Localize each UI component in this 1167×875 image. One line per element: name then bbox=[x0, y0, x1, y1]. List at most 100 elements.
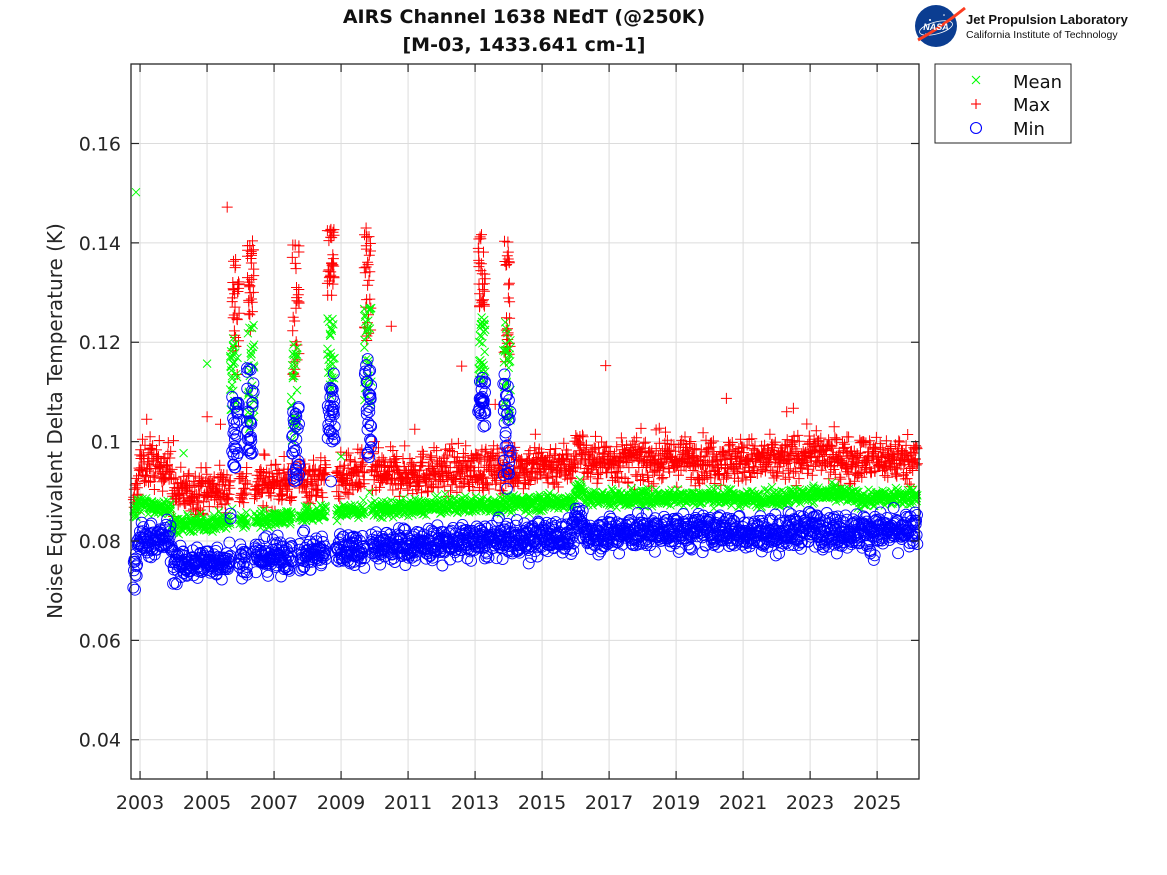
max-point bbox=[343, 488, 355, 500]
max-point bbox=[358, 467, 370, 479]
max-point bbox=[566, 473, 578, 485]
max-point bbox=[444, 443, 456, 455]
max-point bbox=[308, 454, 319, 466]
chart-title: AIRS Channel 1638 NEdT (@250K) bbox=[343, 6, 705, 28]
max-point bbox=[664, 466, 676, 478]
max-point bbox=[544, 444, 556, 455]
max-point bbox=[184, 485, 196, 497]
max-point bbox=[685, 436, 697, 447]
max-point bbox=[439, 480, 451, 492]
max-point bbox=[414, 464, 426, 476]
max-point bbox=[319, 469, 331, 480]
max-point bbox=[344, 454, 356, 466]
max-point bbox=[158, 474, 170, 486]
logo-subtitle: California Institute of Technology bbox=[966, 29, 1118, 41]
max-point bbox=[272, 465, 284, 476]
max-point bbox=[317, 491, 329, 503]
max-point bbox=[590, 430, 601, 442]
max-point bbox=[281, 485, 293, 497]
max-point bbox=[697, 427, 709, 439]
max-point bbox=[234, 473, 246, 484]
max-point bbox=[261, 466, 273, 478]
max-point bbox=[301, 491, 313, 503]
max-point bbox=[135, 462, 147, 474]
nasa-badge-text: NASA bbox=[923, 22, 949, 32]
max-point bbox=[275, 488, 287, 500]
max-point bbox=[358, 478, 370, 490]
max-point bbox=[660, 426, 671, 438]
max-point bbox=[459, 451, 471, 463]
max-point bbox=[170, 472, 182, 484]
max-point bbox=[571, 432, 583, 444]
max-point bbox=[213, 480, 225, 492]
max-point bbox=[157, 485, 169, 497]
max-point bbox=[550, 443, 562, 455]
max-point bbox=[214, 459, 226, 471]
max-point bbox=[450, 475, 462, 487]
max-point bbox=[636, 468, 648, 480]
grid-lines bbox=[131, 64, 919, 779]
max-point bbox=[623, 462, 635, 474]
max-point bbox=[639, 436, 651, 448]
max-point bbox=[635, 475, 646, 486]
max-point bbox=[316, 487, 328, 499]
max-point bbox=[561, 453, 573, 465]
max-point bbox=[524, 445, 536, 457]
max-point bbox=[136, 450, 148, 462]
max-point bbox=[447, 446, 458, 458]
max-point bbox=[270, 458, 282, 470]
max-point bbox=[153, 451, 164, 463]
max-point bbox=[316, 470, 328, 482]
max-point bbox=[265, 459, 277, 471]
max-point bbox=[705, 472, 717, 484]
max-point bbox=[572, 438, 584, 450]
max-point bbox=[400, 467, 412, 479]
max-point bbox=[373, 442, 384, 454]
max-point bbox=[535, 469, 547, 481]
max-point bbox=[445, 485, 456, 497]
max-point bbox=[143, 476, 154, 488]
max-point bbox=[437, 476, 449, 487]
max-point bbox=[190, 505, 202, 517]
max-point bbox=[162, 459, 173, 471]
max-point bbox=[552, 481, 564, 493]
max-point bbox=[589, 458, 601, 470]
max-point bbox=[224, 475, 236, 487]
max-point bbox=[646, 480, 658, 492]
max-point bbox=[132, 478, 144, 489]
max-point bbox=[425, 450, 437, 462]
max-point bbox=[144, 476, 156, 487]
max-point bbox=[659, 437, 671, 449]
max-point bbox=[223, 488, 235, 500]
max-point bbox=[221, 469, 233, 481]
max-point bbox=[355, 461, 366, 473]
max-point bbox=[165, 445, 177, 457]
max-point bbox=[257, 486, 268, 498]
max-point bbox=[165, 472, 177, 484]
max-point bbox=[541, 472, 553, 484]
max-point bbox=[690, 443, 702, 455]
max-point bbox=[645, 447, 657, 459]
max-point bbox=[454, 468, 466, 480]
max-point bbox=[198, 496, 210, 508]
max-point bbox=[570, 450, 582, 462]
max-point bbox=[286, 491, 298, 503]
max-point bbox=[431, 445, 443, 457]
max-point bbox=[147, 469, 159, 481]
max-point bbox=[416, 445, 428, 457]
max-point bbox=[166, 463, 178, 475]
max-point bbox=[513, 472, 525, 484]
max-point bbox=[615, 432, 627, 444]
max-point bbox=[391, 451, 403, 462]
max-point bbox=[581, 439, 592, 451]
max-point bbox=[418, 448, 429, 460]
max-point bbox=[517, 483, 529, 495]
max-point bbox=[319, 459, 331, 471]
max-point bbox=[182, 469, 194, 481]
data-marks bbox=[127, 187, 924, 596]
max-point bbox=[490, 452, 502, 464]
max-point bbox=[353, 480, 365, 492]
max-point bbox=[700, 434, 712, 446]
max-point bbox=[416, 456, 428, 468]
max-point bbox=[223, 476, 235, 488]
